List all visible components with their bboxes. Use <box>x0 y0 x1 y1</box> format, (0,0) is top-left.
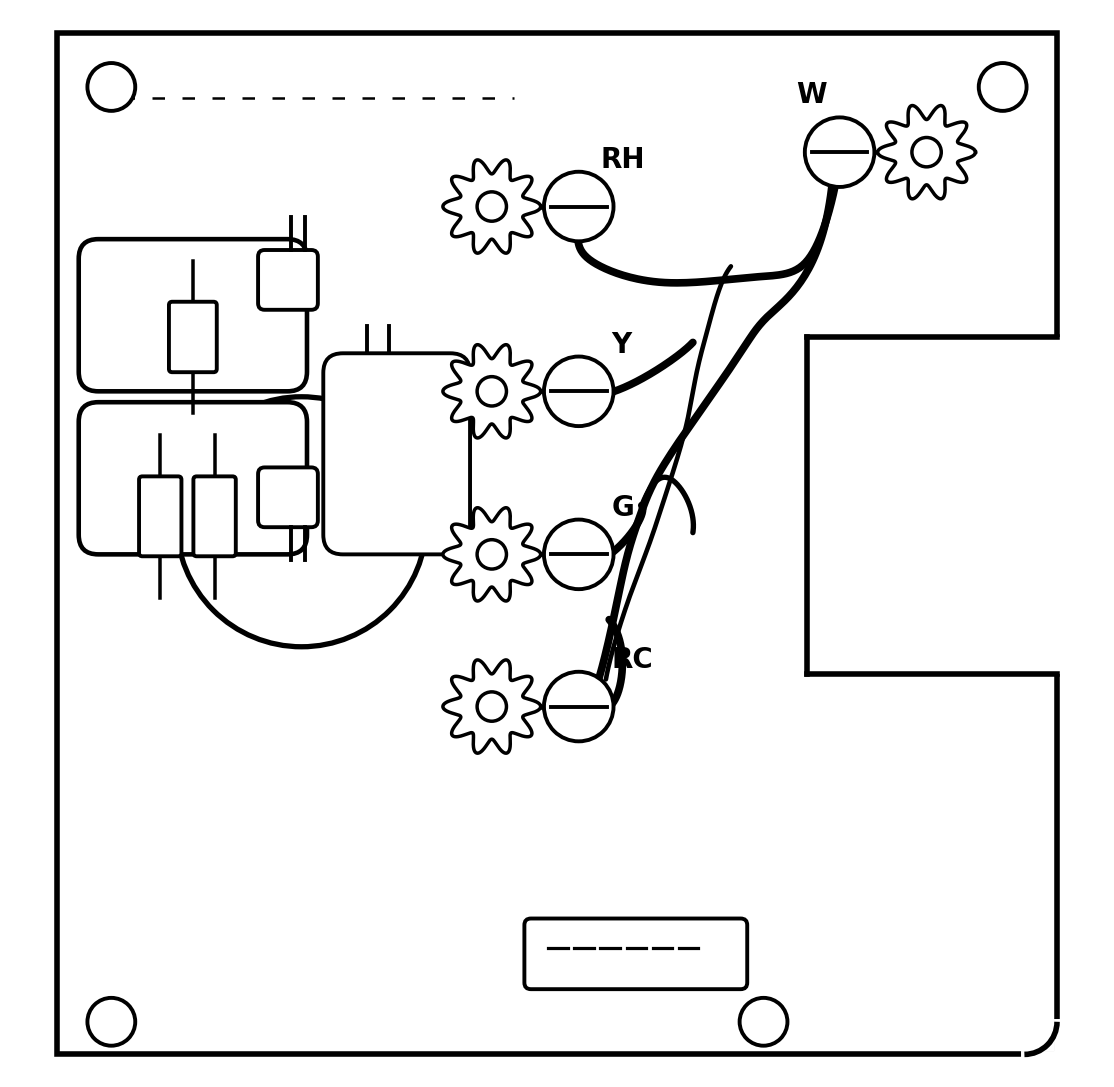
Polygon shape <box>443 160 540 253</box>
Circle shape <box>477 540 507 570</box>
Text: G: G <box>612 493 634 522</box>
Circle shape <box>804 117 874 187</box>
Polygon shape <box>443 508 540 601</box>
FancyBboxPatch shape <box>194 476 236 557</box>
FancyBboxPatch shape <box>258 250 317 310</box>
Circle shape <box>87 998 135 1046</box>
FancyBboxPatch shape <box>258 467 317 527</box>
Polygon shape <box>57 33 1057 1054</box>
FancyBboxPatch shape <box>525 919 747 989</box>
Circle shape <box>176 397 427 647</box>
FancyBboxPatch shape <box>169 302 217 372</box>
FancyBboxPatch shape <box>323 353 470 554</box>
Text: Y: Y <box>612 330 632 359</box>
FancyBboxPatch shape <box>79 402 307 554</box>
Circle shape <box>544 520 614 589</box>
Polygon shape <box>443 345 540 438</box>
Circle shape <box>87 63 135 111</box>
Circle shape <box>477 692 507 722</box>
Circle shape <box>477 377 507 405</box>
Circle shape <box>477 191 507 221</box>
FancyBboxPatch shape <box>139 476 182 557</box>
Circle shape <box>544 357 614 426</box>
FancyBboxPatch shape <box>79 239 307 391</box>
Text: RH: RH <box>600 146 645 174</box>
Circle shape <box>979 63 1027 111</box>
Text: RC: RC <box>612 646 653 674</box>
Circle shape <box>912 138 941 167</box>
Circle shape <box>740 998 788 1046</box>
Circle shape <box>544 172 614 241</box>
Polygon shape <box>443 660 540 753</box>
Polygon shape <box>878 105 976 199</box>
Polygon shape <box>807 337 1068 674</box>
Circle shape <box>544 672 614 741</box>
Text: W: W <box>797 80 827 109</box>
